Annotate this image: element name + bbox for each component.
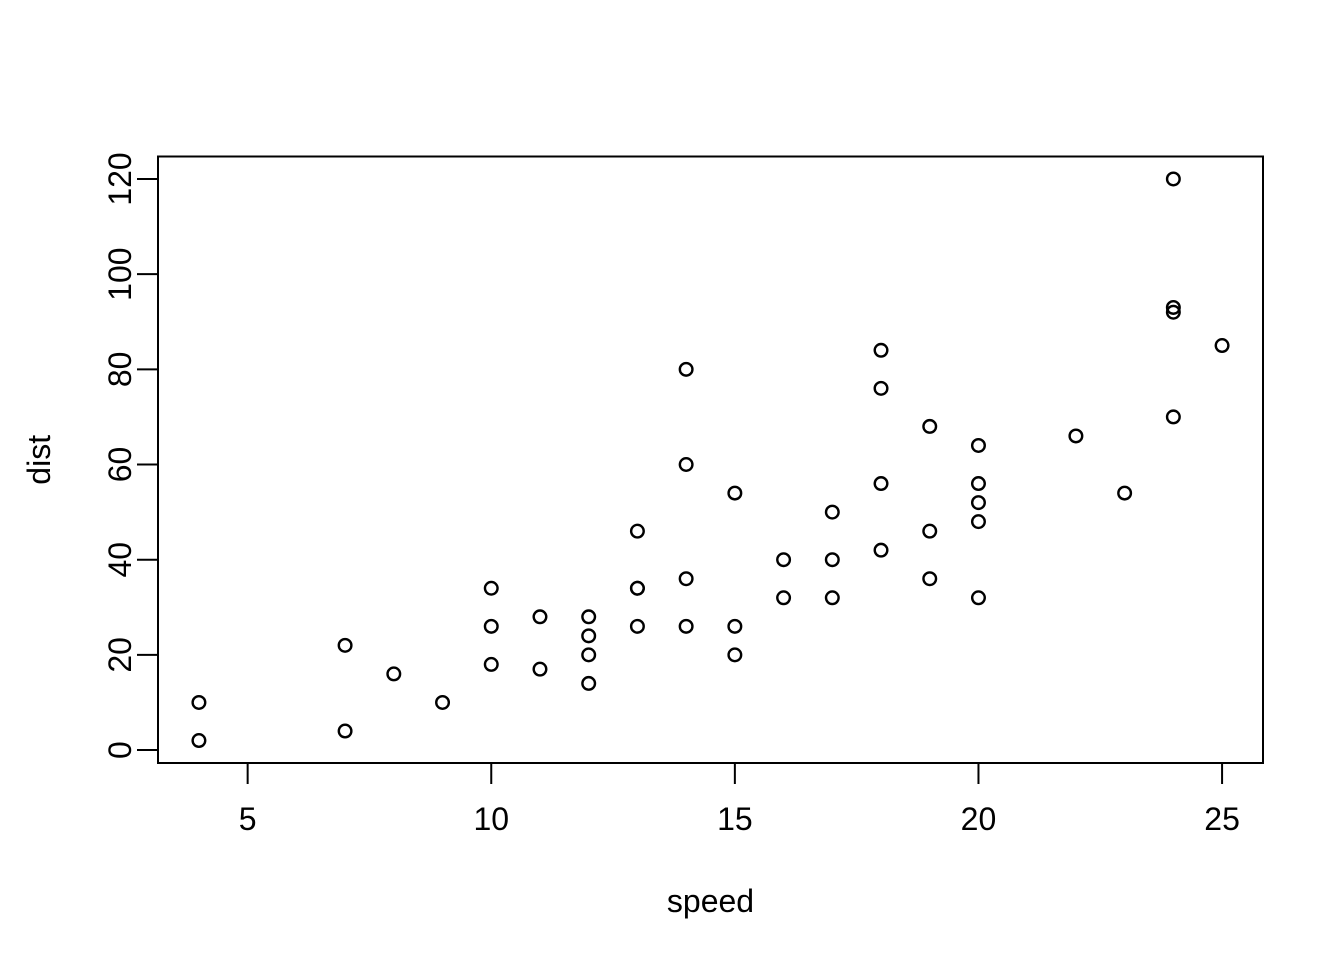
data-point (727, 647, 743, 663)
data-point (970, 495, 986, 511)
data-point (873, 342, 889, 358)
data-point (435, 694, 451, 710)
data-point (1165, 409, 1181, 425)
x-tick-label: 20 (961, 801, 997, 837)
y-tick-label: 80 (102, 352, 138, 388)
data-point (629, 580, 645, 596)
y-tick-label: 0 (102, 741, 138, 759)
data-point (483, 618, 499, 634)
data-point (532, 609, 548, 625)
y-tick-label: 20 (102, 637, 138, 673)
x-tick-label: 5 (239, 801, 257, 837)
data-point (532, 661, 548, 677)
y-tick-label: 120 (102, 152, 138, 205)
data-point (922, 418, 938, 434)
data-point (922, 571, 938, 587)
data-point (191, 733, 207, 749)
data-point (1165, 299, 1181, 315)
x-tick-label: 10 (473, 801, 509, 837)
data-points (191, 171, 1230, 749)
data-point (678, 457, 694, 473)
data-point (1165, 304, 1181, 320)
data-point (1214, 338, 1230, 354)
data-point (678, 618, 694, 634)
data-point (678, 361, 694, 377)
data-point (727, 618, 743, 634)
y-tick-label: 60 (102, 447, 138, 483)
data-point (873, 542, 889, 558)
data-point (386, 666, 402, 682)
data-point (970, 514, 986, 530)
data-point (824, 590, 840, 606)
x-tick-label: 15 (717, 801, 753, 837)
data-point (191, 694, 207, 710)
y-axis-title: dist (21, 435, 57, 485)
plot-box (157, 155, 1264, 764)
data-point (776, 590, 792, 606)
data-point (873, 476, 889, 492)
data-point (970, 437, 986, 453)
data-point (581, 628, 597, 644)
data-point (337, 723, 353, 739)
data-point (1117, 485, 1133, 501)
x-axis-title: speed (667, 883, 754, 919)
data-point (581, 675, 597, 691)
data-point (629, 618, 645, 634)
data-point (922, 523, 938, 539)
y-tick-label: 40 (102, 542, 138, 578)
data-point (483, 656, 499, 672)
data-point (727, 485, 743, 501)
data-point (678, 571, 694, 587)
data-point (824, 552, 840, 568)
y-tick-label: 100 (102, 247, 138, 300)
data-point (1165, 171, 1181, 187)
data-point (629, 523, 645, 539)
data-point (776, 552, 792, 568)
data-point (581, 609, 597, 625)
plot-box-layer (157, 155, 1264, 764)
data-point (337, 637, 353, 653)
data-point (1068, 428, 1084, 444)
data-point (581, 647, 597, 663)
data-point (873, 380, 889, 396)
data-point (970, 590, 986, 606)
data-point (483, 580, 499, 596)
x-tick-label: 25 (1204, 801, 1240, 837)
data-point (970, 476, 986, 492)
axis-ticks: 5 10 15 20 25 0 20 40 60 80 100 120 (102, 152, 1240, 837)
data-point (824, 504, 840, 520)
